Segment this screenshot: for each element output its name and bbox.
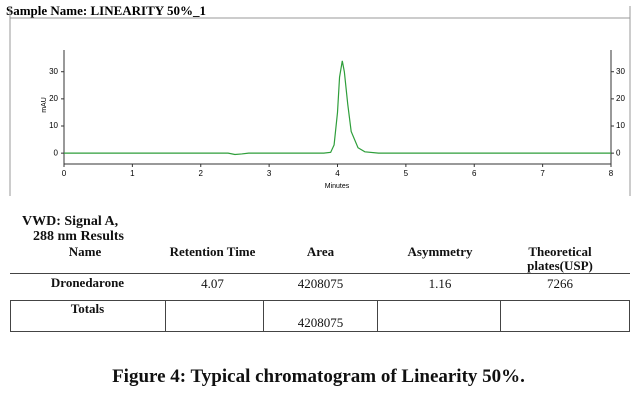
- table-title: VWD: Signal A,: [22, 214, 119, 229]
- x-tick-label: 2: [199, 169, 204, 178]
- y-tick-label: 10: [616, 121, 625, 130]
- y-tick-label: 30: [616, 67, 625, 76]
- y-tick-label: 0: [616, 148, 621, 157]
- cell: 1.16: [428, 276, 452, 291]
- cell-box: [500, 300, 630, 332]
- x-tick-label: 7: [540, 169, 545, 178]
- header-cell: Theoretical plates(USP): [527, 244, 593, 273]
- y-tick-label: 10: [49, 121, 58, 130]
- y-tick-label: 30: [49, 67, 58, 76]
- cell-box: [377, 300, 501, 332]
- y-tick-label: 0: [54, 148, 59, 157]
- header-cell: Area: [306, 244, 335, 259]
- caption: Figure 4: Typical chromatogram of Linear…: [112, 366, 525, 387]
- signal-line: [64, 60, 611, 156]
- rule: [10, 273, 630, 274]
- y-axis-label: mAU: [41, 97, 48, 113]
- cell: 4208075: [297, 276, 344, 291]
- x-tick-label: 6: [472, 169, 477, 178]
- y-tick-label: 20: [616, 94, 625, 103]
- x-tick-label: 4: [335, 169, 340, 178]
- x-tick-label: 0: [62, 169, 67, 178]
- totals-area: 4208075: [297, 315, 344, 330]
- x-tick-label: 5: [404, 169, 409, 178]
- table-title: 288 nm Results: [33, 229, 125, 244]
- totals-label: Totals: [70, 301, 105, 316]
- chart-title: Sample Name: LINEARITY 50%_1: [6, 3, 206, 18]
- x-tick-label: 3: [267, 169, 272, 178]
- header-cell: Name: [68, 244, 102, 259]
- header-cell: Asymmetry: [407, 244, 473, 259]
- cell: 4.07: [201, 276, 224, 291]
- x-tick-label: 1: [130, 169, 135, 178]
- cell: Dronedarone: [50, 275, 125, 290]
- y-tick-label: 20: [49, 94, 58, 103]
- header-cell: Retention Time: [169, 244, 256, 259]
- x-tick-label: 8: [609, 169, 614, 178]
- x-axis-label: Minutes: [325, 183, 350, 190]
- chart: Sample Name: LINEARITY 50%_1 Minutes mAU…: [6, 3, 631, 196]
- cell-box: [165, 300, 264, 332]
- cell: 7266: [547, 276, 573, 291]
